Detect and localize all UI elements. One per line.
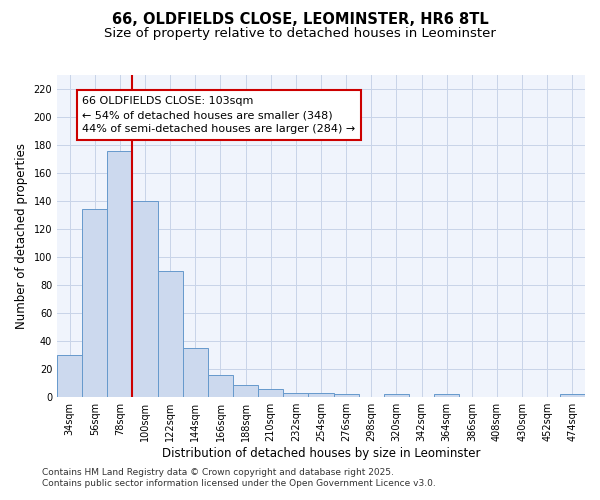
Bar — [233, 384, 258, 397]
Text: Size of property relative to detached houses in Leominster: Size of property relative to detached ho… — [104, 28, 496, 40]
X-axis label: Distribution of detached houses by size in Leominster: Distribution of detached houses by size … — [162, 447, 480, 460]
Bar — [434, 394, 459, 397]
Bar — [334, 394, 359, 397]
Bar — [107, 150, 133, 397]
Bar — [560, 394, 585, 397]
Bar — [183, 348, 208, 397]
Bar — [57, 355, 82, 397]
Bar — [308, 393, 334, 397]
Bar — [82, 210, 107, 397]
Bar — [208, 375, 233, 397]
Text: Contains HM Land Registry data © Crown copyright and database right 2025.
Contai: Contains HM Land Registry data © Crown c… — [42, 468, 436, 487]
Bar — [158, 271, 183, 397]
Y-axis label: Number of detached properties: Number of detached properties — [15, 143, 28, 329]
Text: 66 OLDFIELDS CLOSE: 103sqm
← 54% of detached houses are smaller (348)
44% of sem: 66 OLDFIELDS CLOSE: 103sqm ← 54% of deta… — [82, 96, 355, 134]
Text: 66, OLDFIELDS CLOSE, LEOMINSTER, HR6 8TL: 66, OLDFIELDS CLOSE, LEOMINSTER, HR6 8TL — [112, 12, 488, 28]
Bar — [258, 389, 283, 397]
Bar — [283, 393, 308, 397]
Bar — [384, 394, 409, 397]
Bar — [133, 201, 158, 397]
